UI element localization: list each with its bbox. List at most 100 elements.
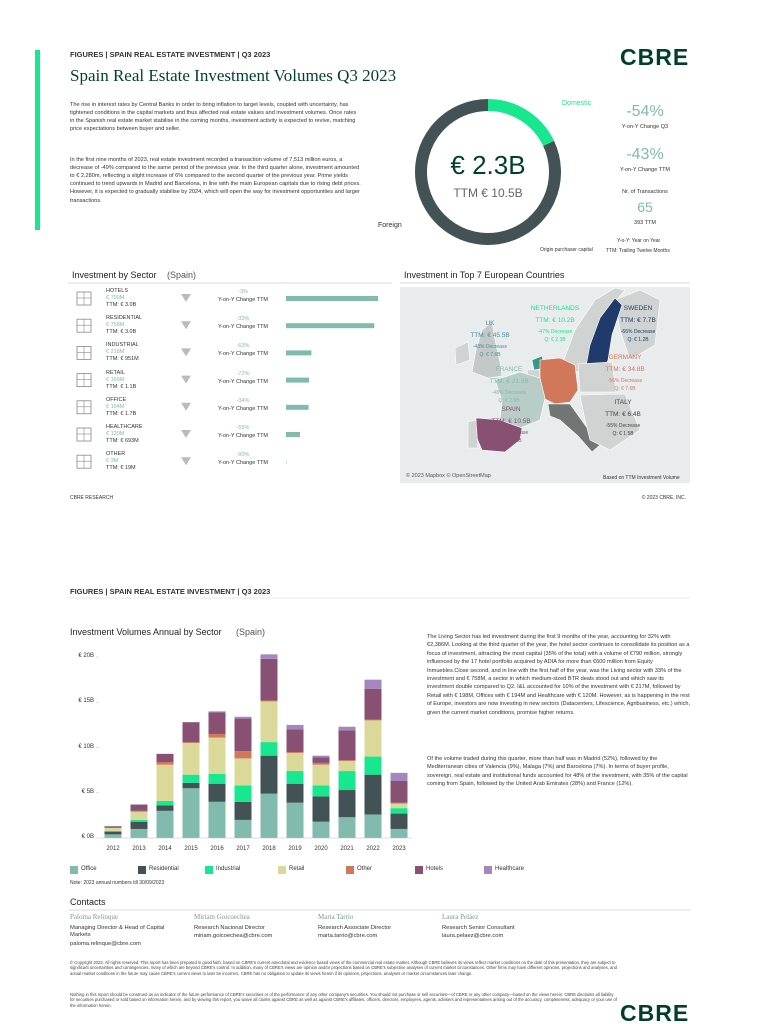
sector-volume: € 218M [106,349,125,356]
sector-bar [286,432,300,437]
y-tick-label: € 10B [78,743,94,750]
bar-segment [208,773,226,784]
bar-segment [390,772,408,781]
sector-bar [286,350,312,356]
bar-segment [364,719,382,721]
contact-name: Laura Peláez [442,913,479,921]
legend-swatch [278,866,286,874]
sector-bar [286,377,310,383]
x-tick-label: 2020 [314,846,328,852]
legend-label: Residential [149,866,179,872]
section-header: FIGURES | SPAIN REAL ESTATE INVESTMENT |… [70,50,271,59]
bar-segment [130,819,148,822]
country-change: -56% Decrease [607,378,643,384]
x-tick-label: 2014 [158,846,172,852]
country-change: -43% Decrease [493,430,529,436]
bar-segment [156,753,174,762]
bar-segment [338,730,356,761]
bar-segment [130,821,148,829]
footnote: Y-o-Y: Year on Year [617,238,661,244]
sector-change-caption: Y-on-Y Change TTM [217,433,269,439]
kpi-caption: Nr. of Transactions [622,189,668,195]
y-tick-label: € 20B [78,653,94,660]
section-header: FIGURES | SPAIN REAL ESTATE INVESTMENT |… [70,587,271,596]
bar-segment [156,805,174,811]
country-change: -55% Decrease [605,423,641,429]
bar-segment [156,810,174,838]
bar-segment [312,762,330,765]
country-ttm: TTM: € 6.4B [605,411,641,418]
section-title: Investment in Top 7 European Countries [404,270,565,280]
bar-segment [130,804,148,811]
paragraph: Of the volume traded during this quarter… [427,756,688,788]
sector-volume: € 790M [106,295,125,301]
country-quarter: Q: € 1.5B [612,431,634,437]
sector-name: OTHER [106,451,126,458]
paragraph: In the first nine months of 2023, real e… [70,157,361,204]
donut-label: Foreign [378,222,402,229]
map-country-italy [547,403,601,453]
legend-label: Office [81,866,97,872]
y-tick-label: € 0B [81,834,94,840]
legend-label: Retail [289,866,305,872]
legend-swatch [205,866,213,874]
footnote: TTM: Trailing Twelve Months [606,248,670,254]
y-tick-label: € 15B [78,698,94,705]
bar-segment [208,711,226,713]
bar-segment [338,760,356,762]
contacts-title: Contacts [70,897,106,907]
bar-segment [260,654,278,659]
country-name: SWEDEN [623,305,653,312]
country-name: FRANCE [495,366,523,373]
map-country-finland [614,289,661,361]
bar-segment [338,761,356,772]
contact-role: Research Senior Consultant [442,925,515,931]
sector-ttm: TTM: € 1.1B [106,383,137,390]
x-tick-label: 2015 [184,846,198,852]
sector-change-caption: Y-on-Y Change TTM [217,378,269,385]
bar-segment [208,801,226,838]
country-quarter: Q: € 2.3B [500,438,522,444]
country-quarter: Q: € 1.2B [627,337,649,343]
legend-label: Hotels [426,866,444,872]
map-country-east [579,393,641,451]
contact-email: paloma.relinque@cbre.com [70,941,141,947]
country-name: SPAIN [501,406,521,413]
down-arrow [181,348,191,357]
bar-segment [234,801,252,820]
x-tick-label: 2017 [236,846,250,852]
bar-segment [286,783,304,803]
kpi-caption: Y-on-Y Change Q3 [621,124,669,130]
bar-segment [390,828,408,838]
bar-segment [390,803,408,809]
bar-segment [260,793,278,838]
bar-segment [312,796,330,822]
donut-segment [415,99,561,245]
sector-change: -72% [236,370,250,377]
bar-segment [208,737,226,774]
bar-segment [182,782,200,789]
sector-volume: € 758M [106,322,125,329]
bar-segment [130,810,148,812]
bar-segment [312,764,330,786]
donut-center-caption: TTM € 10.5B [453,186,523,200]
bar-segment [234,718,252,752]
kpi-value: 65 [637,199,653,215]
bar-segment [234,785,252,802]
sector-ttm: TTM: € 3.0B [106,329,137,336]
country-change: -48% Decrease [472,344,508,350]
legend-label: Other [357,866,373,872]
chart-title-suffix: (Spain) [236,627,266,637]
contact-name: Miriam Goicoechea [194,913,250,921]
bar-segment [260,701,278,743]
bar-segment [182,722,200,743]
bar-segment [130,828,148,838]
country-name: NETHERLANDS [530,305,580,312]
map-country-uk [471,321,503,379]
bar-segment [364,774,382,815]
bar-segment [104,831,122,835]
kpi-value: -43% [626,146,664,163]
legend-swatch [138,866,146,874]
sector-name: RESIDENTIAL [106,315,143,322]
